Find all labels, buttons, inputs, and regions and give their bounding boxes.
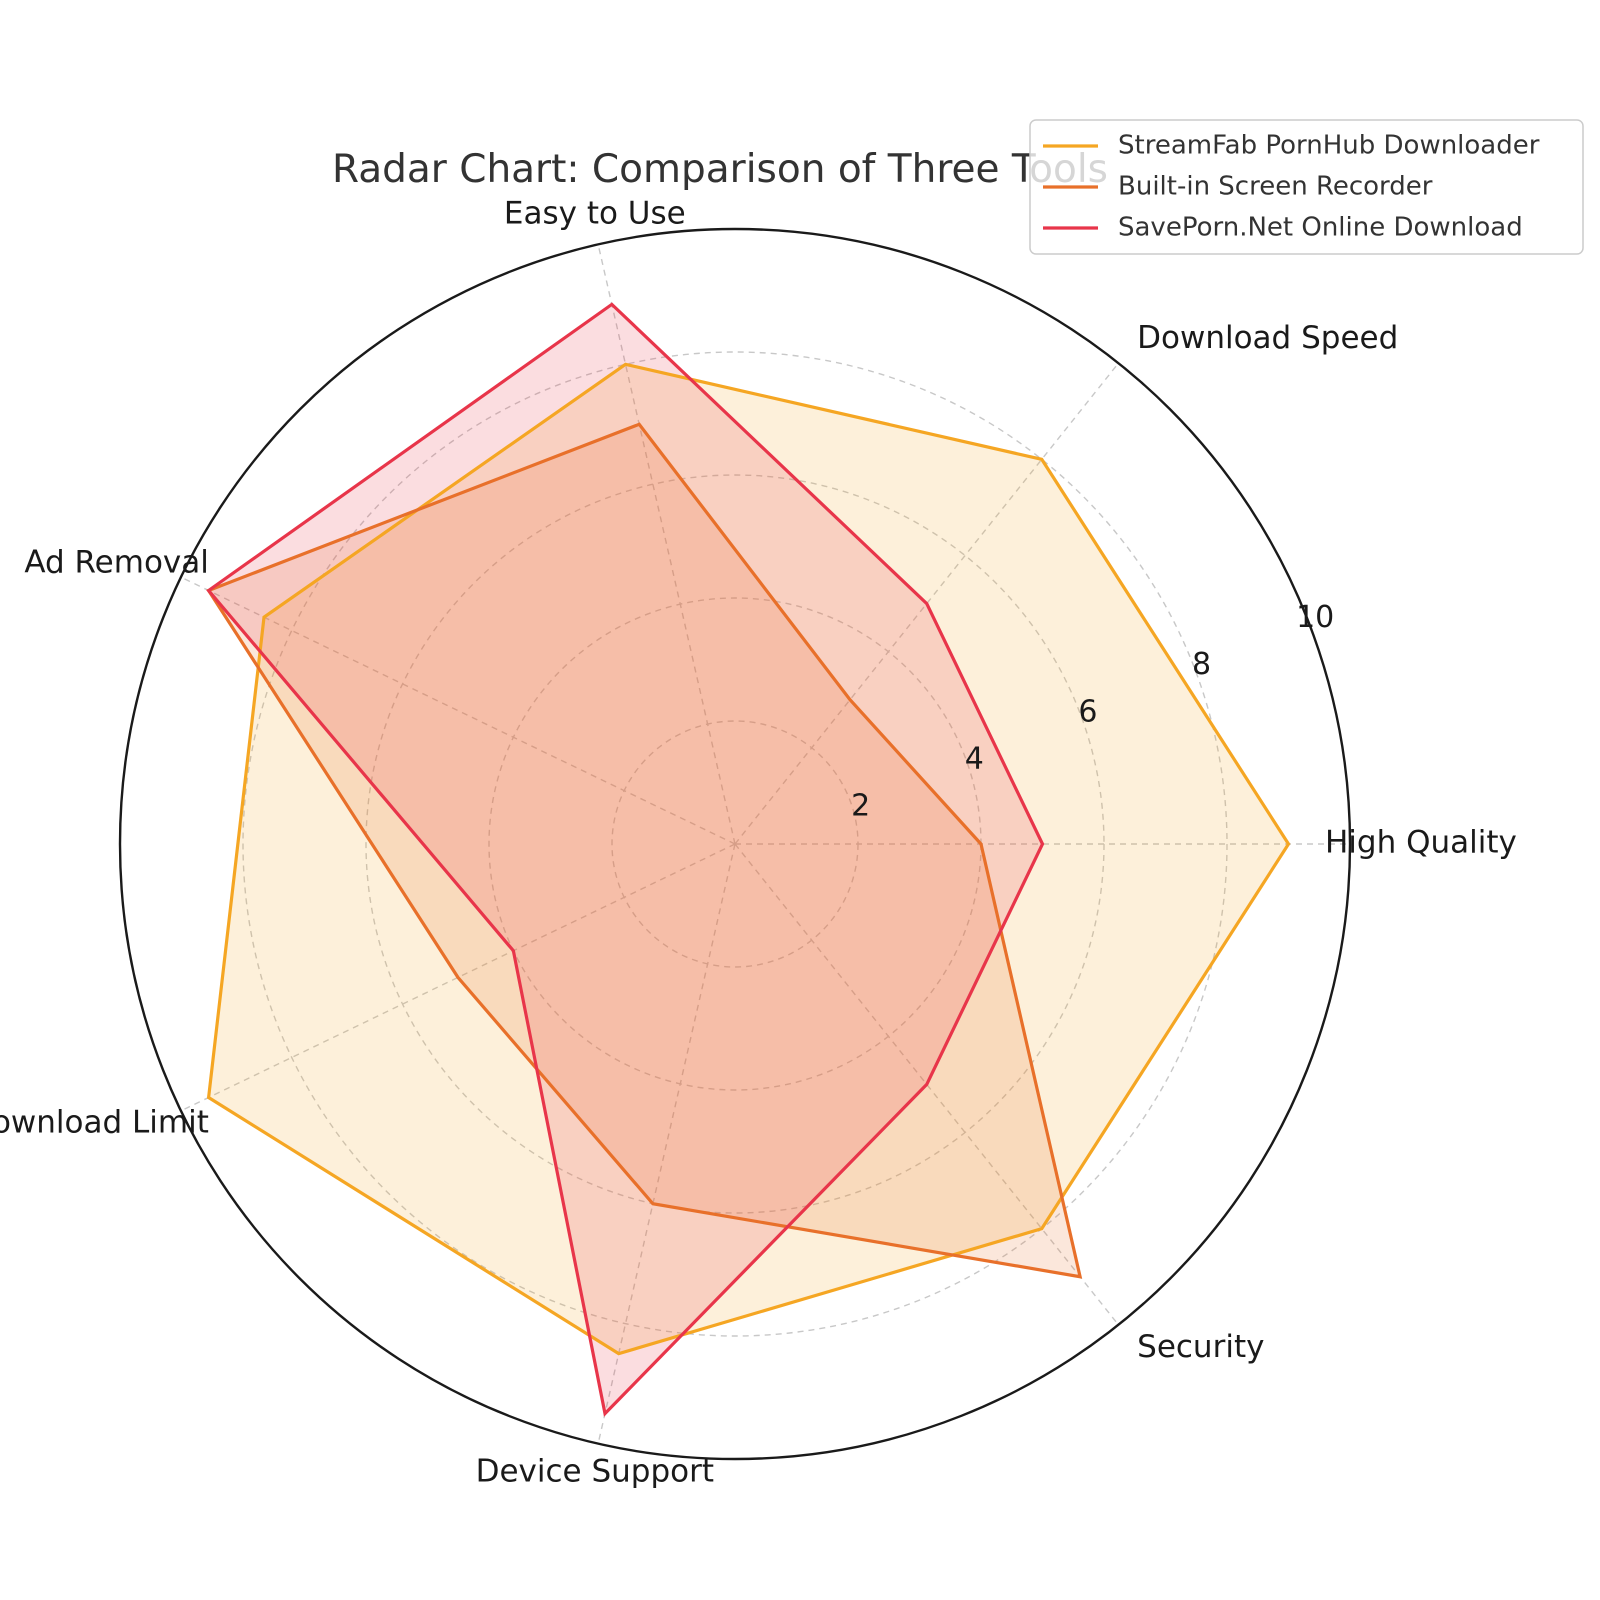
grid-ring — [242, 351, 1228, 1337]
grid-spoke — [597, 244, 736, 845]
chart-title: Radar Chart: Comparison of Three Tools — [332, 147, 1108, 192]
category-label: Download Speed — [1137, 320, 1398, 356]
radial-tick-label: 6 — [1078, 694, 1097, 729]
series-line-2 — [206, 302, 1045, 1417]
series-line-0 — [206, 362, 1291, 1356]
category-label: Device Support — [476, 1453, 714, 1489]
radial-tick-label: 8 — [1192, 647, 1211, 682]
legend-box — [1029, 119, 1584, 255]
category-label: Download Limit — [0, 1104, 209, 1140]
grid-spoke — [180, 843, 736, 1112]
legend-entry: SavePorn.Net Online Download — [1118, 213, 1523, 243]
legend-entry: Built-in Screen Recorder — [1118, 172, 1433, 202]
series-area-1 — [208, 424, 1081, 1277]
legend-entry: StreamFab PornHub Downloader — [1118, 131, 1540, 161]
radar-series — [118, 227, 1352, 1461]
grid-spoke — [597, 843, 736, 1444]
category-label: High Quality — [1325, 825, 1517, 861]
grid-spoke — [180, 576, 736, 845]
legend: StreamFab PornHub Downloader Built-in Scr… — [1029, 119, 1584, 255]
category-label: Ad Removal — [24, 545, 209, 581]
category-label: Easy to Use — [504, 196, 686, 232]
series-line-1 — [206, 422, 1083, 1279]
outer-frame — [118, 227, 1352, 1461]
grid-spoke — [734, 843, 1119, 1326]
radial-tick-label: 10 — [1296, 600, 1334, 635]
grid-spoke — [734, 362, 1119, 845]
radial-tick-label: 2 — [851, 788, 870, 823]
series-area-2 — [208, 304, 1043, 1414]
radial-tick-label: 4 — [965, 741, 984, 776]
series-area-0 — [208, 364, 1289, 1354]
category-label: Security — [1137, 1329, 1264, 1365]
radar-labels: High Quality Download Speed Easy to Use Ad … — [0, 196, 1517, 1490]
